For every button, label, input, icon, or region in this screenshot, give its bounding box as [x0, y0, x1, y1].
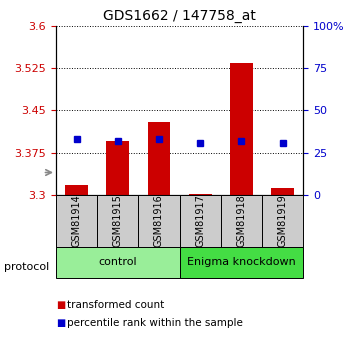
- Bar: [221, 195, 262, 247]
- Bar: [262, 195, 303, 247]
- Bar: [271, 188, 294, 195]
- Text: ■: ■: [56, 300, 65, 310]
- Text: ■: ■: [56, 318, 65, 327]
- Text: GSM81916: GSM81916: [154, 195, 164, 247]
- Bar: [189, 194, 212, 195]
- Title: GDS1662 / 147758_at: GDS1662 / 147758_at: [103, 9, 256, 23]
- Bar: [97, 195, 138, 247]
- Text: transformed count: transformed count: [67, 300, 164, 310]
- Bar: [180, 195, 221, 247]
- Bar: [106, 141, 129, 195]
- Text: control: control: [99, 257, 137, 267]
- Text: protocol: protocol: [4, 263, 49, 272]
- Bar: [180, 247, 303, 278]
- Text: GSM81915: GSM81915: [113, 194, 123, 247]
- Text: GSM81919: GSM81919: [278, 195, 288, 247]
- Bar: [148, 122, 170, 195]
- Text: GSM81917: GSM81917: [195, 194, 205, 247]
- Bar: [65, 185, 88, 195]
- Text: GSM81918: GSM81918: [236, 195, 247, 247]
- Text: percentile rank within the sample: percentile rank within the sample: [67, 318, 243, 327]
- Text: GSM81914: GSM81914: [71, 195, 82, 247]
- Text: Enigma knockdown: Enigma knockdown: [187, 257, 296, 267]
- Bar: [56, 195, 97, 247]
- Bar: [138, 195, 180, 247]
- Bar: [230, 62, 253, 195]
- Bar: [56, 247, 180, 278]
